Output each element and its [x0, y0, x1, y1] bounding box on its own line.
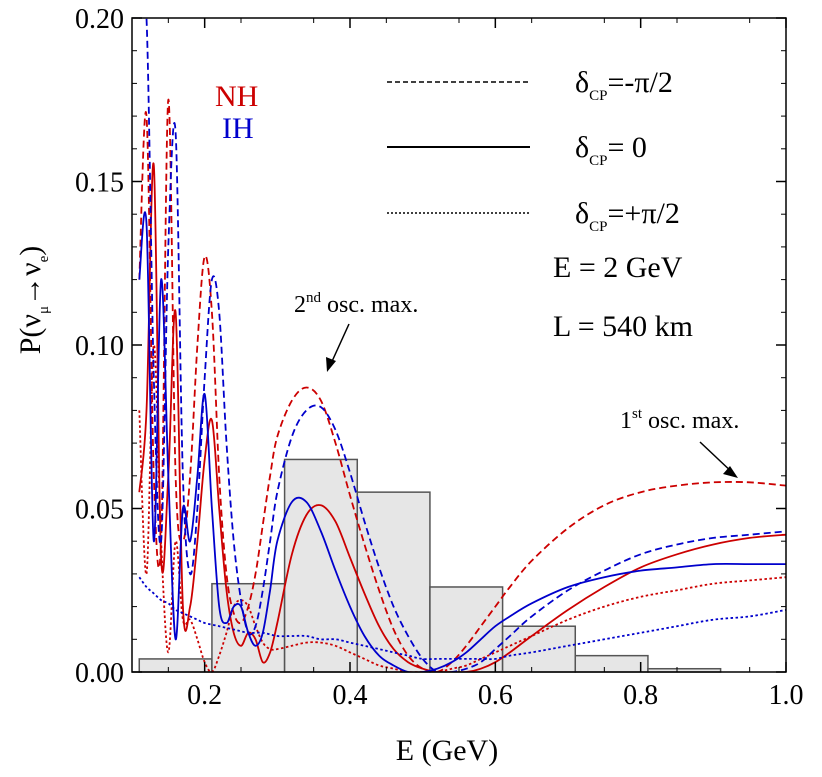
first-osc-max-label: 1st osc. max.: [620, 406, 739, 434]
histogram-bin: [356, 491, 431, 673]
y-tick-label: 0.05: [75, 495, 124, 526]
x-axis-title: E (GeV): [396, 734, 498, 767]
nh-dotted-curve: [138, 344, 786, 672]
y-tick-label: 0.15: [75, 168, 124, 199]
x-tick-label: 0.6: [478, 680, 513, 711]
nh-dashed-curve: [138, 98, 786, 672]
x-tick-label: 0.4: [333, 680, 368, 711]
probability-curves: [138, 18, 786, 672]
legend-label-dashed: δCP=-π/2: [575, 66, 673, 104]
second-osc-max-label: 2nd osc. max.: [294, 290, 418, 318]
x-tick-label: 0.2: [187, 680, 222, 711]
legend-label-solid: δCP= 0: [575, 131, 647, 169]
energy-info: E = 2 GeV: [553, 251, 683, 284]
y-tick-label: 0.00: [75, 658, 124, 689]
ih-label: IH: [222, 112, 254, 145]
ih-dashed-curve: [138, 18, 786, 672]
y-tick-label: 0.20: [75, 4, 124, 35]
x-tick-label: 1.0: [769, 680, 804, 711]
legend: δCP=-π/2 δCP= 0 δCP=+π/2 E = 2 GeV L = 5…: [387, 66, 693, 343]
second-osc-max-annotation: 2nd osc. max.: [294, 290, 418, 372]
histogram-bin: [138, 658, 213, 673]
legend-label-dotted: δCP=+π/2: [575, 197, 680, 235]
histogram-bin: [574, 654, 649, 673]
nh-solid-curve: [138, 162, 786, 672]
event-histogram: [138, 458, 722, 673]
second-osc-max-arrowhead: [326, 357, 336, 372]
first-osc-max-annotation: 1st osc. max.: [620, 406, 739, 478]
histogram-bin: [283, 458, 359, 673]
first-osc-max-arrowhead: [723, 466, 738, 478]
baseline-info: L = 540 km: [553, 310, 693, 343]
x-tick-label: 0.8: [623, 680, 658, 711]
nh-label: NH: [215, 80, 258, 113]
y-tick-label: 0.10: [75, 331, 124, 362]
axis-ticks: 0.2 0.4 0.6 0.8 1.0 0.00 0.05 0.10 0.15 0.20: [75, 4, 804, 711]
y-axis-title: P(νμ→νe): [14, 246, 52, 355]
